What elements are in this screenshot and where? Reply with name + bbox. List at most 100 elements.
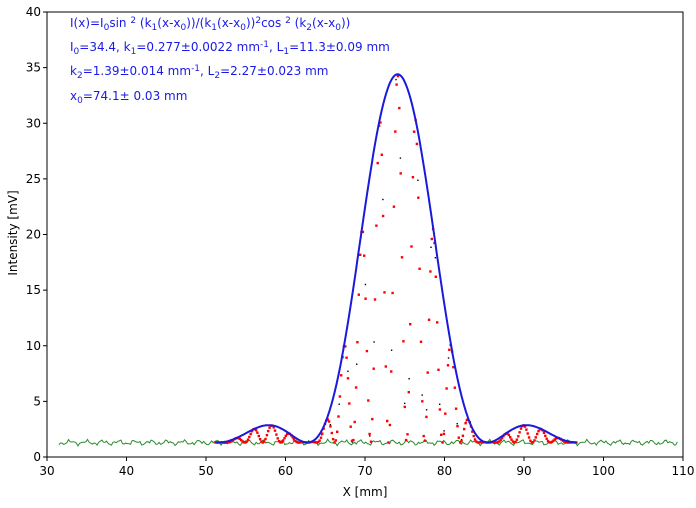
red-marker	[319, 436, 323, 439]
red-marker	[509, 436, 512, 439]
red-marker	[368, 432, 371, 436]
black-dot	[329, 424, 332, 426]
red-marker	[280, 441, 283, 444]
red-marker	[453, 386, 456, 389]
red-marker	[511, 440, 515, 443]
red-marker	[327, 420, 331, 423]
red-marker	[279, 441, 282, 444]
red-marker	[438, 408, 442, 411]
red-marker	[549, 441, 552, 444]
red-marker	[480, 440, 483, 444]
red-marker	[545, 437, 548, 440]
red-marker	[338, 395, 342, 398]
red-marker	[430, 237, 433, 241]
red-marker	[510, 438, 513, 441]
red-marker	[500, 436, 504, 440]
red-marker	[277, 440, 281, 443]
red-marker	[396, 74, 400, 78]
red-marker	[492, 441, 496, 444]
red-marker	[298, 441, 301, 444]
red-marker	[237, 437, 240, 440]
red-marker	[357, 293, 360, 296]
red-marker	[350, 439, 354, 442]
red-marker	[336, 430, 339, 433]
red-marker	[284, 434, 287, 437]
red-marker	[261, 441, 264, 444]
red-marker	[411, 176, 415, 179]
red-marker	[250, 430, 254, 433]
red-marker	[419, 340, 423, 343]
red-marker	[530, 441, 533, 444]
red-marker	[415, 142, 419, 146]
red-marker	[331, 438, 335, 441]
red-marker	[395, 83, 398, 86]
red-marker	[299, 441, 302, 444]
red-marker	[276, 437, 279, 440]
red-marker	[422, 434, 425, 438]
red-marker	[329, 425, 332, 428]
red-marker	[380, 153, 383, 156]
red-marker	[281, 439, 285, 442]
red-marker	[318, 439, 321, 442]
black-dot	[408, 378, 410, 380]
red-marker	[344, 345, 347, 348]
red-marker	[441, 441, 444, 444]
red-marker	[333, 441, 336, 444]
red-marker	[534, 436, 537, 439]
x-tick-label: 40	[119, 464, 134, 478]
red-marker	[244, 441, 247, 444]
black-dot	[425, 409, 428, 411]
red-marker	[381, 214, 385, 218]
red-marker	[498, 440, 501, 443]
red-marker	[264, 437, 267, 441]
red-marker	[565, 441, 569, 444]
red-marker	[292, 438, 296, 441]
red-marker	[427, 318, 431, 321]
annotation-params-2: k2=1.39±0.014 mm-1, L2=2.27±0.023 mm	[70, 64, 328, 81]
red-marker	[404, 438, 408, 442]
red-marker	[241, 440, 244, 443]
red-marker	[429, 270, 432, 273]
red-marker	[506, 432, 509, 435]
red-marker	[471, 430, 474, 433]
black-dot	[338, 403, 340, 405]
red-marker	[254, 429, 258, 432]
red-marker	[345, 356, 348, 359]
y-tick-label: 40	[26, 5, 41, 19]
red-marker	[267, 429, 270, 433]
red-marker	[519, 427, 523, 430]
black-dot	[417, 179, 419, 181]
red-marker	[526, 432, 529, 435]
red-marker	[272, 426, 275, 429]
black-dot	[347, 370, 349, 372]
red-marker	[552, 439, 555, 442]
annotation-center: x0=74.1± 0.03 mm	[70, 89, 187, 106]
red-marker	[227, 441, 231, 444]
red-marker	[386, 419, 389, 423]
red-marker	[544, 434, 547, 437]
red-marker	[363, 254, 366, 257]
red-marker	[423, 439, 427, 442]
red-marker	[384, 365, 387, 368]
red-marker	[375, 224, 378, 227]
y-tick-label: 30	[26, 116, 41, 130]
red-marker	[407, 391, 410, 394]
red-marker	[369, 440, 373, 443]
red-marker	[230, 439, 233, 443]
red-marker	[527, 436, 531, 439]
red-marker	[472, 434, 475, 438]
red-marker	[452, 366, 455, 369]
red-marker	[334, 439, 337, 442]
red-marker	[444, 412, 447, 415]
y-tick-label: 20	[26, 228, 41, 242]
red-marker	[296, 441, 300, 444]
black-dot	[356, 363, 358, 365]
red-marker	[383, 291, 386, 294]
series-envelope-line	[215, 73, 577, 444]
red-marker	[245, 440, 248, 443]
red-marker	[515, 438, 519, 441]
plot-area	[58, 73, 678, 447]
red-marker	[268, 426, 271, 429]
black-dot	[439, 403, 441, 405]
black-dot	[447, 357, 450, 359]
